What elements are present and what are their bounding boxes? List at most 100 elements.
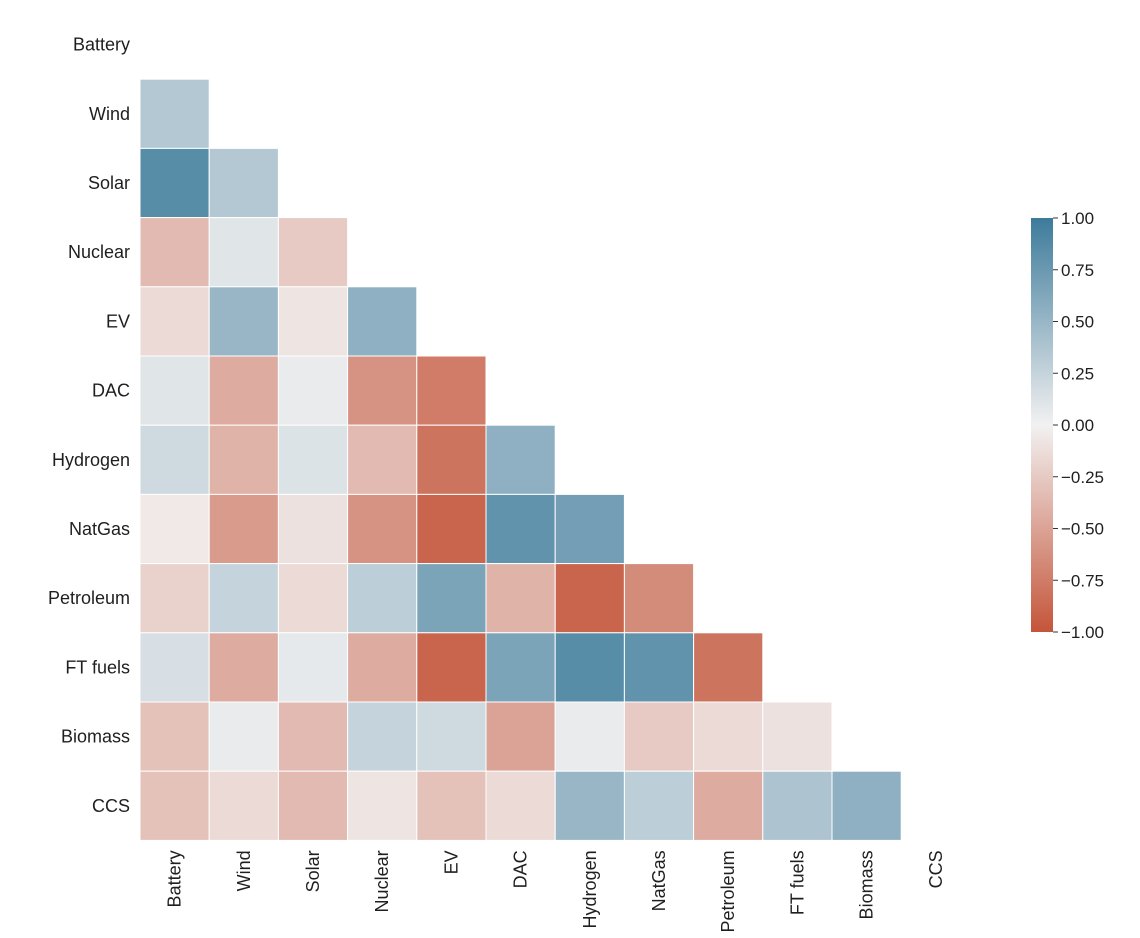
column-label: CCS [926,850,946,888]
heatmap-cell-ccs-ft-fuels [762,770,833,841]
heatmap-cell-ev-solar [277,286,349,357]
heatmap-cell-dac-wind [208,355,279,426]
row-label: CCS [92,796,130,816]
colorbar-gradient [1031,218,1053,632]
column-label: NatGas [649,850,669,911]
heatmap-cell-ccs-wind [208,770,279,841]
row-label: Biomass [61,727,130,747]
heatmap-cell-nuclear-battery [139,217,210,288]
column-labels: Battery Wind Solar Nuclear EV DAC Hydrogen NatG… [165,850,946,932]
heatmap-cell-ccs-biomass [831,770,902,841]
column-label: Hydrogen [580,850,600,928]
heatmap-cell-biomass-petroleum [693,701,764,772]
colorbar-tick-label: 0.00 [1061,416,1094,435]
heatmap-cell-ccs-petroleum [693,770,764,841]
heatmap-cell-biomass-ev [416,701,487,772]
heatmap-cell-petroleum-dac [485,563,556,634]
heatmap-cell-biomass-wind [208,701,279,772]
colorbar-tick-label: 0.50 [1061,313,1094,332]
heatmap-cell-ccs-hydrogen [554,770,625,841]
heatmap-cell-nuclear-solar [277,217,349,288]
heatmap-cell-ft-fuels-dac [485,632,556,703]
column-label: FT fuels [787,850,807,915]
row-label: EV [106,311,130,331]
heatmap-cell-nuclear-wind [208,217,279,288]
colorbar: 1.00 0.75 0.50 0.25 0.00 −0.25 −0.50 −0.75 −1.00 [1031,209,1104,642]
row-label: Petroleum [48,588,130,608]
heatmap-cell-natgas-wind [208,493,279,565]
heatmap-cell-ft-fuels-solar [277,632,349,703]
heatmap-cell-ccs-ev [416,770,487,841]
colorbar-tick-label: −1.00 [1061,623,1104,642]
heatmap-cell-biomass-dac [485,701,556,772]
column-label: Biomass [857,850,877,919]
heatmap-cell-petroleum-ev [416,563,487,634]
heatmap-cell-solar-wind [208,147,279,219]
heatmap-cell-biomass-solar [277,701,349,772]
heatmap-cell-biomass-natgas [623,701,695,772]
column-label: Wind [234,850,254,891]
row-label: NatGas [69,519,130,539]
heatmap-cell-natgas-hydrogen [554,493,625,565]
row-label: Battery [73,35,130,55]
column-label: Nuclear [372,850,392,912]
column-label: EV [441,850,461,874]
heatmap-cell-petroleum-solar [277,563,349,634]
colorbar-tick-label: −0.75 [1061,571,1104,590]
heatmap-cell-ccs-natgas [623,770,695,841]
heatmap-cell-ft-fuels-hydrogen [554,632,625,703]
heatmap-cell-natgas-ev [416,493,487,565]
heatmap-cell-ccs-dac [485,770,556,841]
heatmap-cell-ev-battery [139,286,210,357]
colorbar-tick-label: 0.75 [1061,261,1094,280]
heatmap-cell-ft-fuels-battery [139,632,210,703]
row-label: DAC [92,381,130,401]
heatmap-cell-dac-ev [416,355,487,426]
heatmap-cell-hydrogen-dac [485,424,556,495]
heatmap-cell-biomass-nuclear [347,701,418,772]
heatmap-cells [139,78,902,841]
heatmap-cell-petroleum-wind [208,563,279,634]
heatmap-cell-ccs-battery [139,770,210,841]
colorbar-tick-label: 1.00 [1061,209,1094,228]
row-label: Nuclear [68,242,130,262]
heatmap-cell-hydrogen-wind [208,424,279,495]
heatmap-cell-ccs-nuclear [347,770,418,841]
row-label: Wind [89,104,130,124]
column-label: Solar [303,850,323,892]
heatmap-cell-biomass-hydrogen [554,701,625,772]
colorbar-tick-label: −0.25 [1061,468,1104,487]
heatmap-cell-petroleum-natgas [623,563,695,634]
row-label: Solar [88,173,130,193]
colorbar-ticks: 1.00 0.75 0.50 0.25 0.00 −0.25 −0.50 −0.75 −1.00 [1053,209,1104,642]
heatmap-cell-biomass-battery [139,701,210,772]
heatmap-cell-natgas-nuclear [347,493,418,565]
heatmap-cell-hydrogen-nuclear [347,424,418,495]
heatmap-cell-natgas-dac [485,493,556,565]
row-label: FT fuels [65,657,130,677]
row-label: Hydrogen [52,450,130,470]
heatmap-cell-biomass-ft-fuels [762,701,833,772]
heatmap-cell-ft-fuels-petroleum [693,632,764,703]
heatmap-cell-hydrogen-ev [416,424,487,495]
heatmap-cell-ft-fuels-nuclear [347,632,418,703]
heatmap-cell-petroleum-nuclear [347,563,418,634]
heatmap-cell-ft-fuels-natgas [623,632,695,703]
column-label: Battery [165,850,185,907]
row-labels: Battery Wind Solar Nuclear EV DAC Hydrogen NatG… [48,35,130,816]
heatmap-cell-petroleum-battery [139,563,210,634]
colorbar-tick-label: −0.50 [1061,520,1104,539]
heatmap-cell-petroleum-hydrogen [554,563,625,634]
colorbar-tick-label: 0.25 [1061,364,1094,383]
heatmap-cell-dac-nuclear [347,355,418,426]
heatmap-cell-solar-battery [139,147,210,219]
heatmap-cell-wind-battery [139,78,210,149]
heatmap-cell-ft-fuels-ev [416,632,487,703]
heatmap-cell-ccs-solar [277,770,349,841]
heatmap-cell-natgas-solar [277,493,349,565]
heatmap-cell-dac-battery [139,355,210,426]
heatmap-cell-ev-wind [208,286,279,357]
column-label: DAC [511,850,531,888]
heatmap-cell-hydrogen-solar [277,424,349,495]
